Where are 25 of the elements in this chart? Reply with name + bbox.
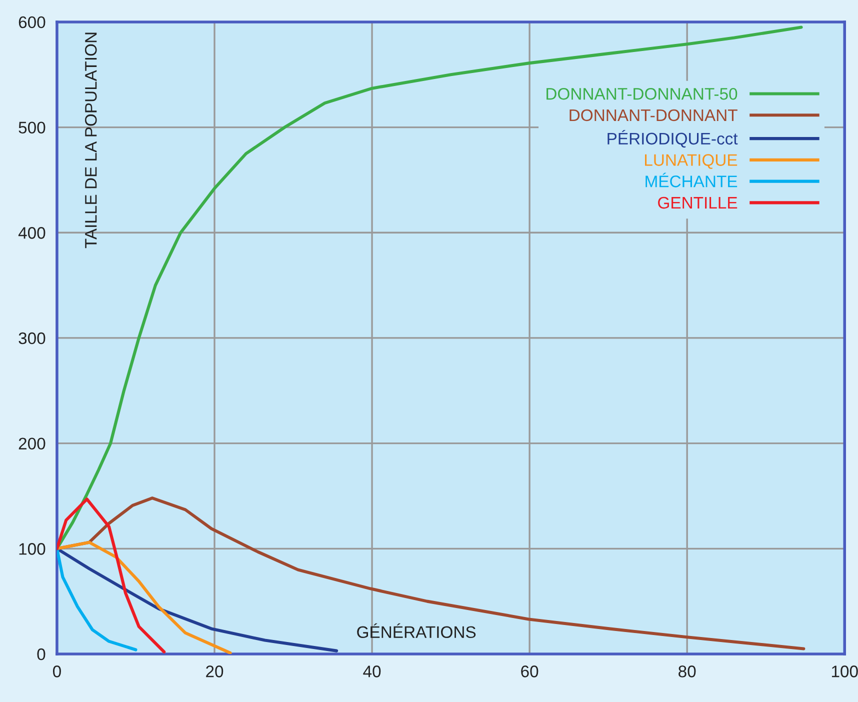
y-tick-label: 0: [37, 648, 46, 660]
x-tick-label: 100: [832, 666, 858, 678]
line-series: [56, 547, 338, 652]
legend-label: GENTILLE: [658, 196, 738, 209]
y-tick-label: 400: [18, 227, 46, 239]
y-tick-label: 600: [18, 16, 46, 28]
line-series: [56, 540, 232, 654]
y-tick-label: 200: [18, 438, 46, 450]
x-tick-label: 80: [678, 666, 696, 678]
y-tick-label: 500: [18, 122, 46, 134]
legend-label: DONNANT-DONNANT: [570, 109, 738, 122]
x-axis-title: GÉNÉRATIONS: [357, 623, 476, 638]
x-tick-label: 0: [52, 666, 61, 678]
x-tick-label: 60: [521, 666, 538, 678]
y-axis-title: TAILLE DE LA POPULATION: [84, 32, 97, 248]
x-tick-label: 20: [206, 666, 224, 678]
legend-label: DONNANT-DONNANT-50: [546, 88, 738, 100]
legend-label: PÉRIODIQUE-cct: [608, 130, 738, 148]
legend-label: LUNATIQUE: [645, 154, 738, 169]
x-tick-label: 40: [363, 666, 381, 678]
legend-label: MÉCHANTE: [646, 172, 738, 188]
y-tick-label: 300: [18, 332, 46, 344]
line-series: [56, 547, 138, 652]
line-series: [56, 498, 166, 654]
y-tick-label: 100: [19, 543, 46, 555]
